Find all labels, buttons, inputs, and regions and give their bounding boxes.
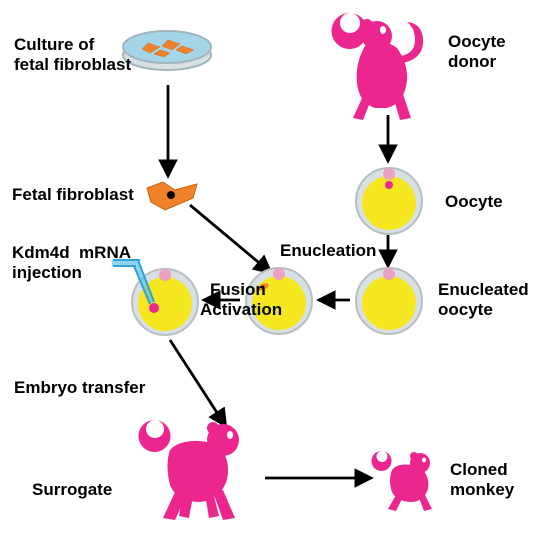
label-embryo-transfer: Embryo transfer [14, 378, 145, 398]
fibroblast-icon [145, 180, 200, 217]
oocyte-enucleated [353, 265, 425, 342]
label-oocyte-donor: Oocyte donor [448, 32, 506, 71]
oocyte-full [353, 165, 425, 242]
label-activation: Activation [200, 300, 282, 320]
monkey-surrogate [135, 410, 265, 530]
label-surrogate: Surrogate [32, 480, 112, 500]
label-enucleated-oocyte: Enucleated oocyte [438, 280, 529, 319]
label-culture: Culture of fetal fibroblast [14, 35, 131, 74]
monkey-donor [315, 8, 435, 128]
label-cloned-monkey: Cloned monkey [450, 460, 514, 499]
petri-dish [120, 20, 215, 80]
label-oocyte: Oocyte [445, 192, 503, 212]
label-enucleation: Enucleation [280, 241, 376, 261]
label-kdm4d: Kdm4d mRNA injection [12, 243, 131, 282]
monkey-cloned [370, 445, 445, 518]
label-fetal-fibroblast: Fetal fibroblast [12, 185, 134, 205]
label-fusion: Fusion [210, 280, 266, 300]
